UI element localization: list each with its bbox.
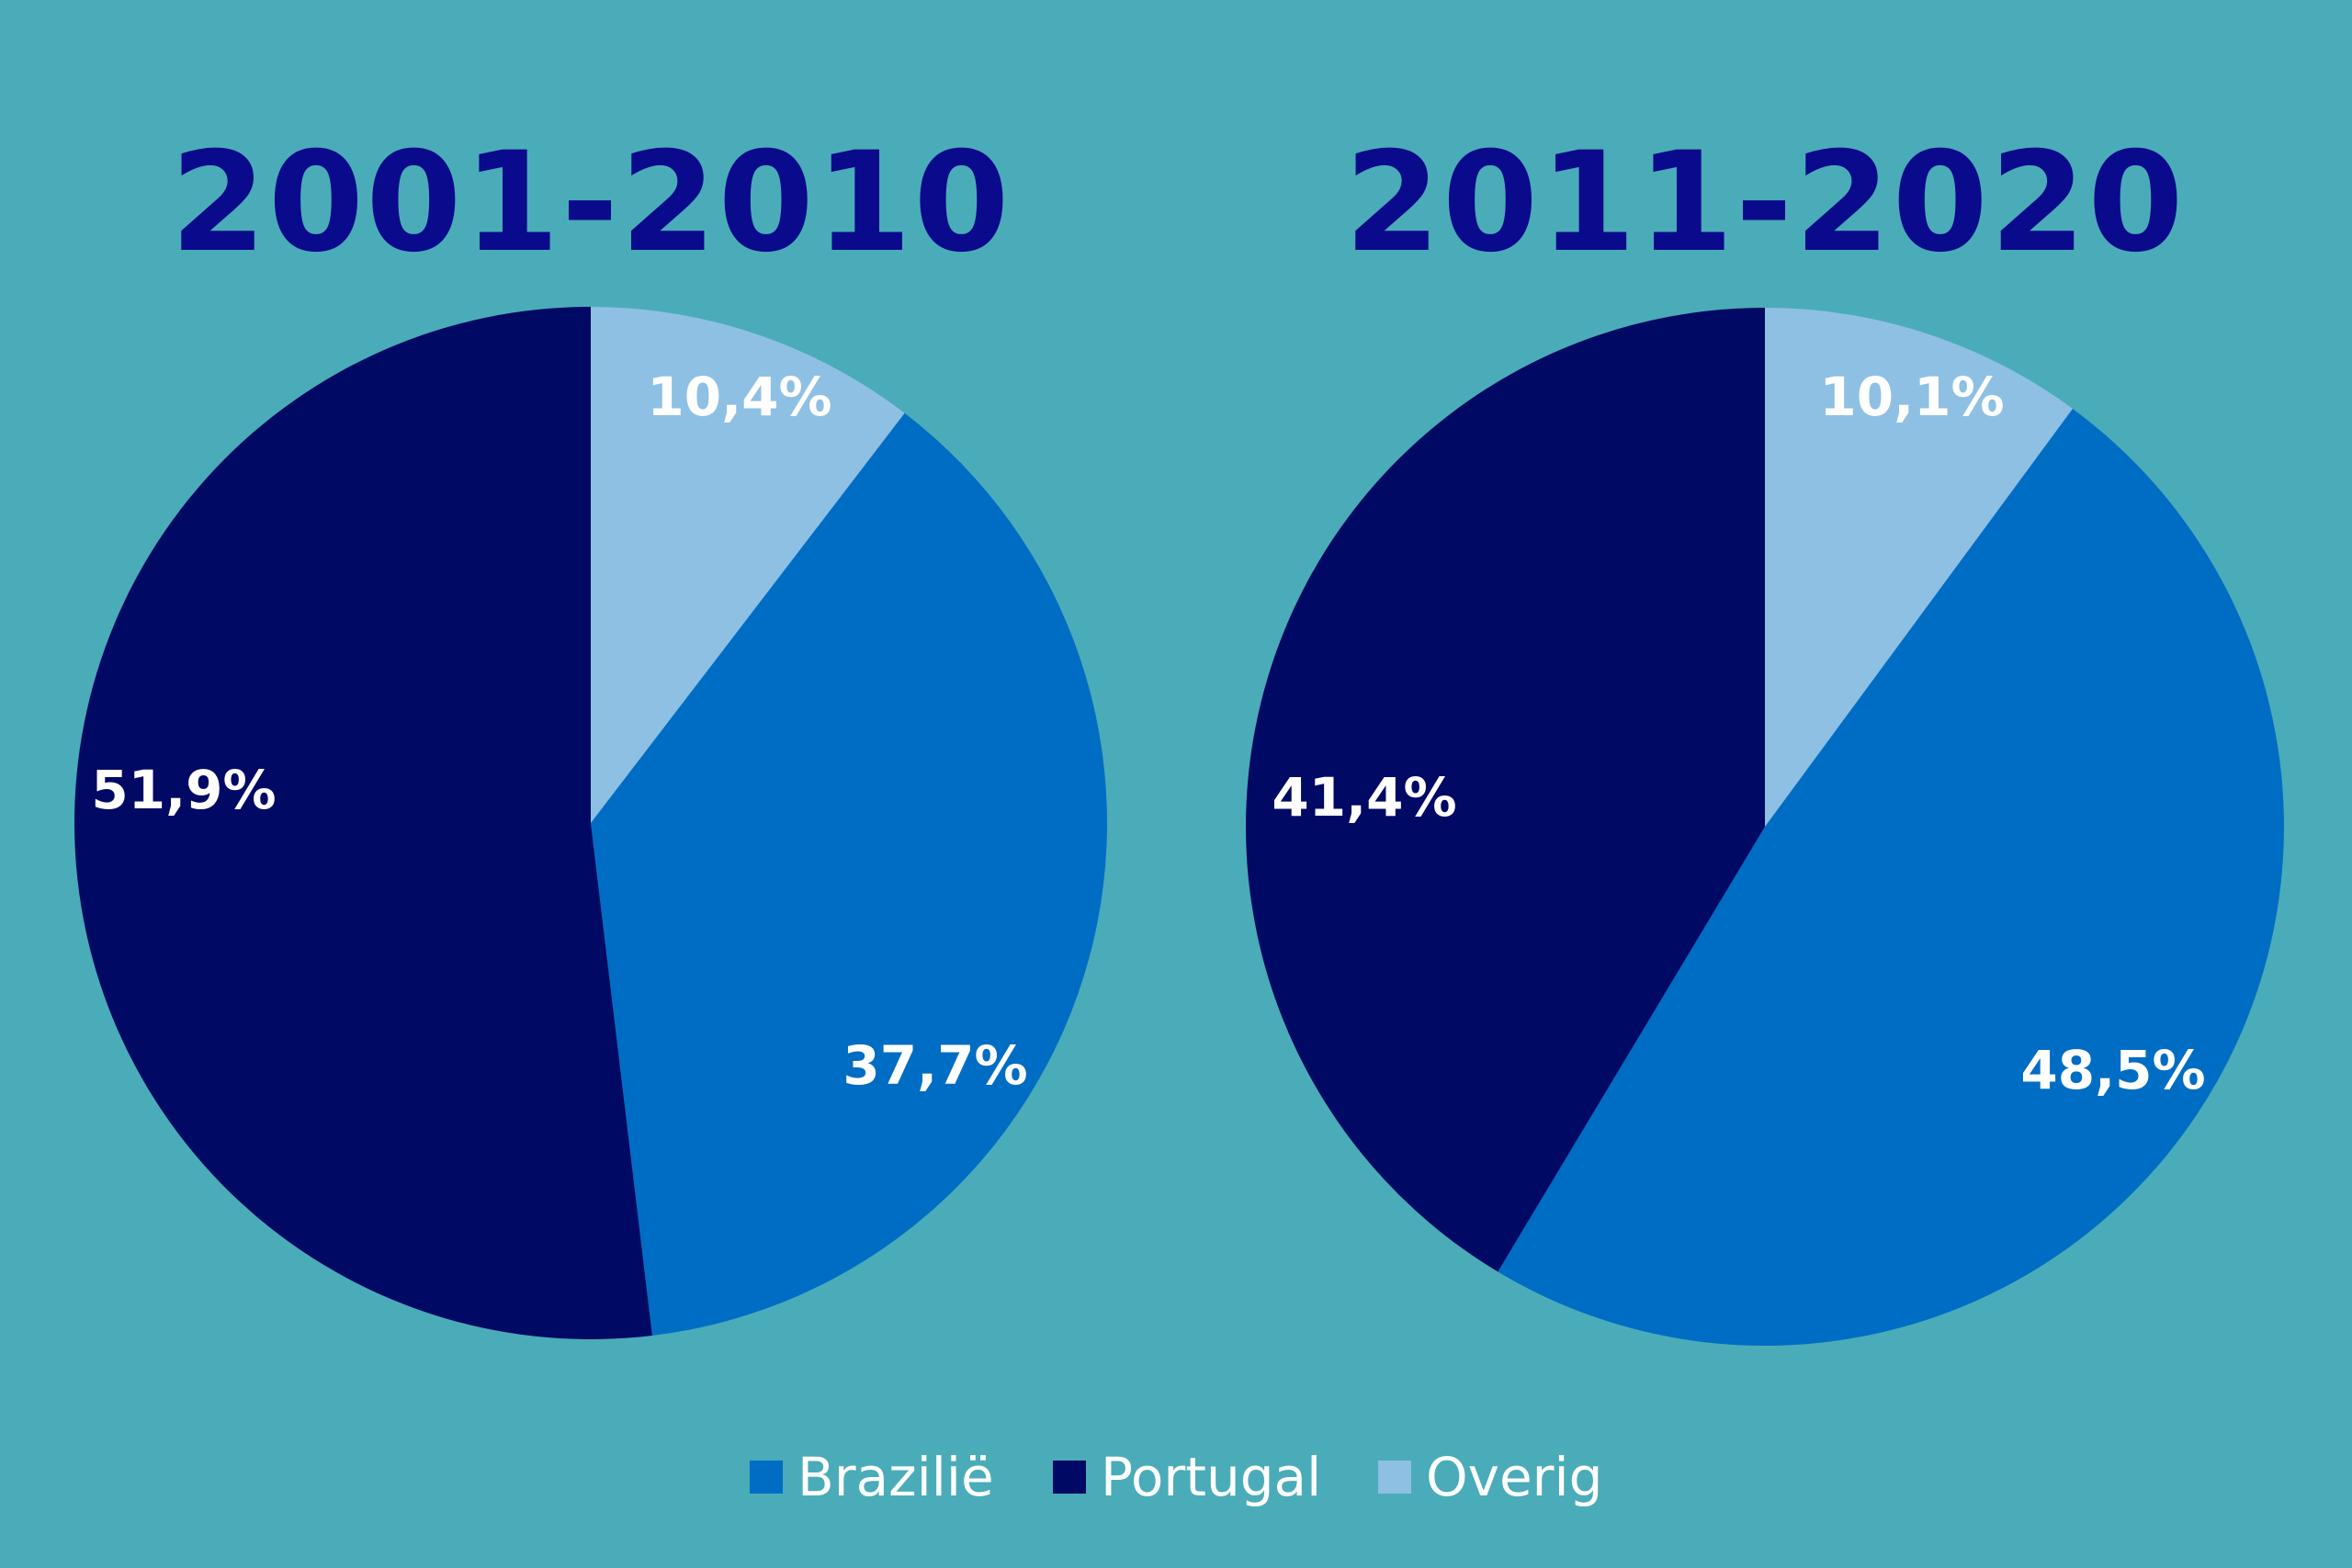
legend-swatch-brazilie xyxy=(750,1461,783,1494)
legend-swatch-overig xyxy=(1378,1461,1411,1494)
slice-label-portugal: 51,9% xyxy=(91,759,276,821)
slice-label-brazilie: 48,5% xyxy=(2020,1039,2205,1101)
chart-title-2001-2010: 2001-2010 xyxy=(170,123,1011,283)
pie-slice-portugal xyxy=(1246,308,1765,1272)
pie-chart-2001-2010: 2001-2010 10,4% 37,7% 51,9% xyxy=(74,123,1107,1339)
legend-label-overig: Overig xyxy=(1426,1446,1602,1508)
pie-slice-overig xyxy=(591,307,905,823)
pie-slice-portugal xyxy=(74,306,652,1339)
slice-label-overig: 10,4% xyxy=(647,366,831,428)
legend-label-portugal: Portugal xyxy=(1101,1446,1321,1508)
pie-chart-2011-2020: 2011-2020 10,1% 48,5% 41,4% xyxy=(1246,123,2284,1346)
slice-label-portugal: 41,4% xyxy=(1272,766,1456,829)
legend: Brazilië Portugal Overig xyxy=(750,1446,1602,1508)
legend-swatch-portugal xyxy=(1053,1461,1086,1494)
pie-slice-brazilie xyxy=(591,412,1107,1336)
slice-label-brazilie: 37,7% xyxy=(842,1034,1027,1097)
pie-slice-brazilie xyxy=(1498,409,2284,1346)
legend-label-brazilie: Brazilië xyxy=(797,1446,994,1508)
slice-label-overig: 10,1% xyxy=(1819,366,2004,428)
chart-title-2011-2020: 2011-2020 xyxy=(1344,123,2185,283)
pie-slice-overig xyxy=(1765,308,2073,827)
